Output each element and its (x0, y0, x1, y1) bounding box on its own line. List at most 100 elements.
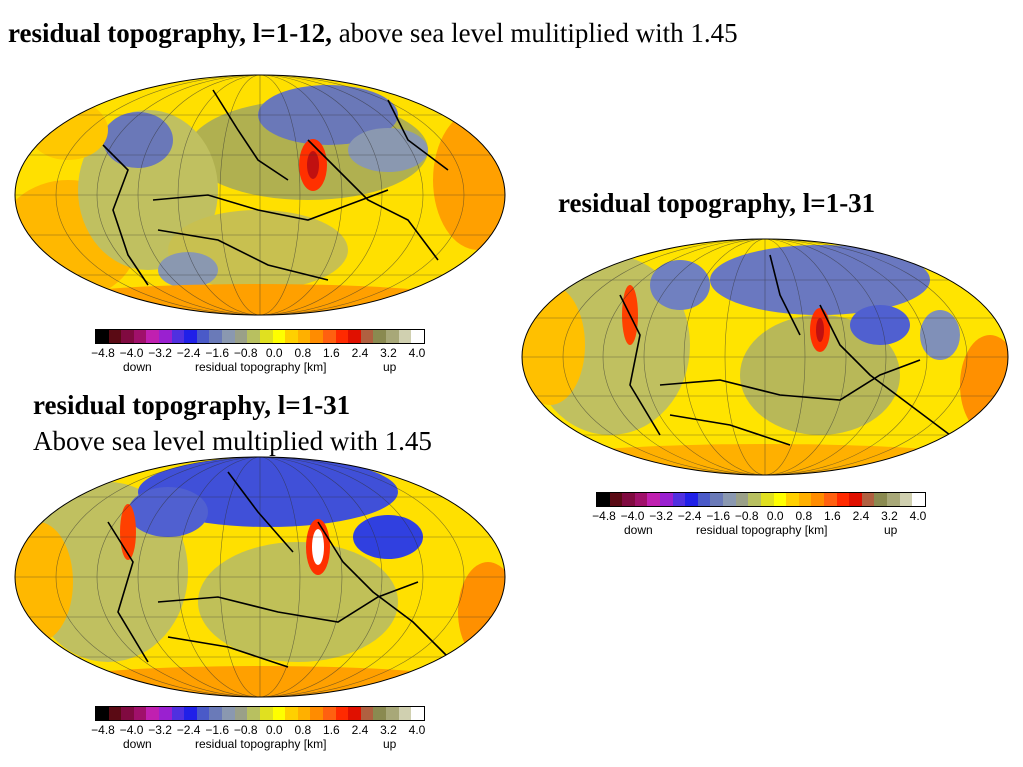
colorbar-tick-label: 0.8 (294, 723, 312, 737)
colorbar-swatch (272, 330, 286, 343)
colorbar-tick-label: 3.2 (380, 346, 397, 360)
colorbar-swatch (222, 707, 235, 720)
colorbar-swatch (823, 493, 837, 506)
map1-colorbar: −4.8 −4.0 −3.2 −2.4 −1.6 −0.8 0.0 0.8 1.6 2.4 3.2 4… (91, 329, 426, 376)
colorbar-swatch (373, 707, 387, 720)
colorbar-swatch (634, 493, 648, 506)
colorbar-swatch (196, 707, 210, 720)
map2-colorbar-ticks: −4.8 −4.0 −3.2 −2.4 −1.6 −0.8 0.0 0.8 1.6 2.4 3.2 4… (592, 507, 926, 523)
colorbar-swatch (222, 330, 235, 343)
colorbar-down-label: down (123, 360, 152, 374)
colorbar-tick-label: −3.2 (649, 509, 673, 523)
colorbar-swatch (748, 493, 761, 506)
colorbar-tick-label: −4.0 (620, 509, 645, 523)
colorbar-tick-label: −1.6 (205, 723, 230, 737)
colorbar-swatch (861, 493, 875, 506)
colorbar-swatch (146, 707, 160, 720)
colorbar-tick-label: 4.0 (408, 723, 426, 737)
colorbar-swatch (622, 493, 635, 506)
colorbar-swatch (285, 707, 298, 720)
colorbar-swatch (386, 707, 399, 720)
colorbar-swatch (660, 493, 673, 506)
map3-subtitle: Above sea level multiplied with 1.45 (33, 426, 432, 456)
colorbar-tick-label: 0.8 (795, 509, 813, 523)
colorbar-swatch (196, 330, 210, 343)
colorbar-swatch (723, 493, 736, 506)
colorbar-tick-label: 0.0 (265, 346, 283, 360)
colorbar-swatch (760, 493, 774, 506)
map3-title: residual topography, l=1-31 (33, 390, 351, 420)
colorbar-swatch (133, 707, 147, 720)
colorbar-swatch (133, 330, 147, 343)
colorbar-swatch (234, 707, 248, 720)
colorbar-tick-label: −2.4 (176, 346, 201, 360)
colorbar-tick-label: −2.4 (176, 723, 201, 737)
colorbar-swatch (811, 493, 824, 506)
colorbar-swatch (108, 707, 122, 720)
colorbar-swatch (849, 493, 862, 506)
colorbar-swatch (209, 330, 223, 343)
colorbar-tick-label: −4.8 (91, 346, 115, 360)
colorbar-swatch (121, 330, 134, 343)
colorbar-swatch (647, 493, 661, 506)
colorbar-swatch (887, 493, 900, 506)
colorbar-swatch (597, 493, 610, 506)
colorbar-tick-label: −3.2 (148, 723, 172, 737)
colorbar-swatch (297, 707, 311, 720)
colorbar-swatch (96, 707, 109, 720)
colorbar-swatch (685, 493, 698, 506)
colorbar-tick-label: 1.6 (824, 509, 841, 523)
colorbar-tick-label: 0.0 (265, 723, 283, 737)
colorbar-swatch (672, 493, 686, 506)
colorbar-swatch (335, 330, 349, 343)
map3-colorbar-ticks: −4.8 −4.0 −3.2 −2.4 −1.6 −0.8 0.0 0.8 1.6 2.4 3.2 4… (91, 721, 426, 737)
colorbar-swatch (272, 707, 286, 720)
colorbar-swatch (285, 330, 298, 343)
colorbar-swatch (735, 493, 749, 506)
colorbar-swatch (360, 707, 374, 720)
colorbar-swatch (121, 707, 134, 720)
colorbar-tick-label: −4.8 (592, 509, 616, 523)
colorbar-tick-label: −0.8 (734, 509, 759, 523)
colorbar-tick-label: 2.4 (351, 723, 369, 737)
colorbar-swatch (171, 330, 185, 343)
map3-mollweide (14, 456, 506, 698)
map2-mollweide (521, 238, 1009, 476)
colorbar-swatch (373, 330, 387, 343)
colorbar-swatch (398, 330, 412, 343)
colorbar-swatch (411, 707, 424, 720)
colorbar-swatch (108, 330, 122, 343)
colorbar-swatch (310, 330, 323, 343)
colorbar-swatch (247, 707, 260, 720)
colorbar-swatch (310, 707, 323, 720)
colorbar-swatch (322, 707, 336, 720)
map1-title: residual topography, l=1-12, above sea l… (8, 18, 738, 48)
map1-colorbar-strip (95, 329, 425, 344)
colorbar-swatch (184, 707, 197, 720)
colorbar-swatch (786, 493, 799, 506)
colorbar-swatch (234, 330, 248, 343)
colorbar-tick-label: 0.8 (294, 346, 312, 360)
map1-colorbar-ticks: −4.8 −4.0 −3.2 −2.4 −1.6 −0.8 0.0 0.8 1.6 2.4 3.2 4… (91, 344, 426, 360)
map2-colorbar: −4.8 −4.0 −3.2 −2.4 −1.6 −0.8 0.0 0.8 1.6 2.4 3.2 4… (592, 492, 926, 539)
colorbar-swatch (386, 330, 399, 343)
colorbar-swatch (411, 330, 424, 343)
colorbar-swatch (146, 330, 160, 343)
colorbar-tick-label: −0.8 (233, 723, 258, 737)
colorbar-swatch (259, 330, 273, 343)
map3-colorbar: −4.8 −4.0 −3.2 −2.4 −1.6 −0.8 0.0 0.8 1.6 2.4 3.2 4… (91, 706, 426, 753)
colorbar-swatch (259, 707, 273, 720)
colorbar-tick-label: 4.0 (408, 346, 426, 360)
colorbar-tick-label: −1.6 (706, 509, 731, 523)
colorbar-swatch (609, 493, 623, 506)
colorbar-swatch (773, 493, 787, 506)
colorbar-tick-label: 2.4 (351, 346, 369, 360)
map1-title-rest: above sea level mulitiplied with 1.45 (331, 18, 738, 48)
colorbar-swatch (96, 330, 109, 343)
colorbar-swatch (335, 707, 349, 720)
colorbar-tick-label: −0.8 (233, 346, 258, 360)
colorbar-swatch (171, 707, 185, 720)
map3-colorbar-strip (95, 706, 425, 721)
colorbar-tick-label: 3.2 (380, 723, 397, 737)
colorbar-swatch (297, 330, 311, 343)
